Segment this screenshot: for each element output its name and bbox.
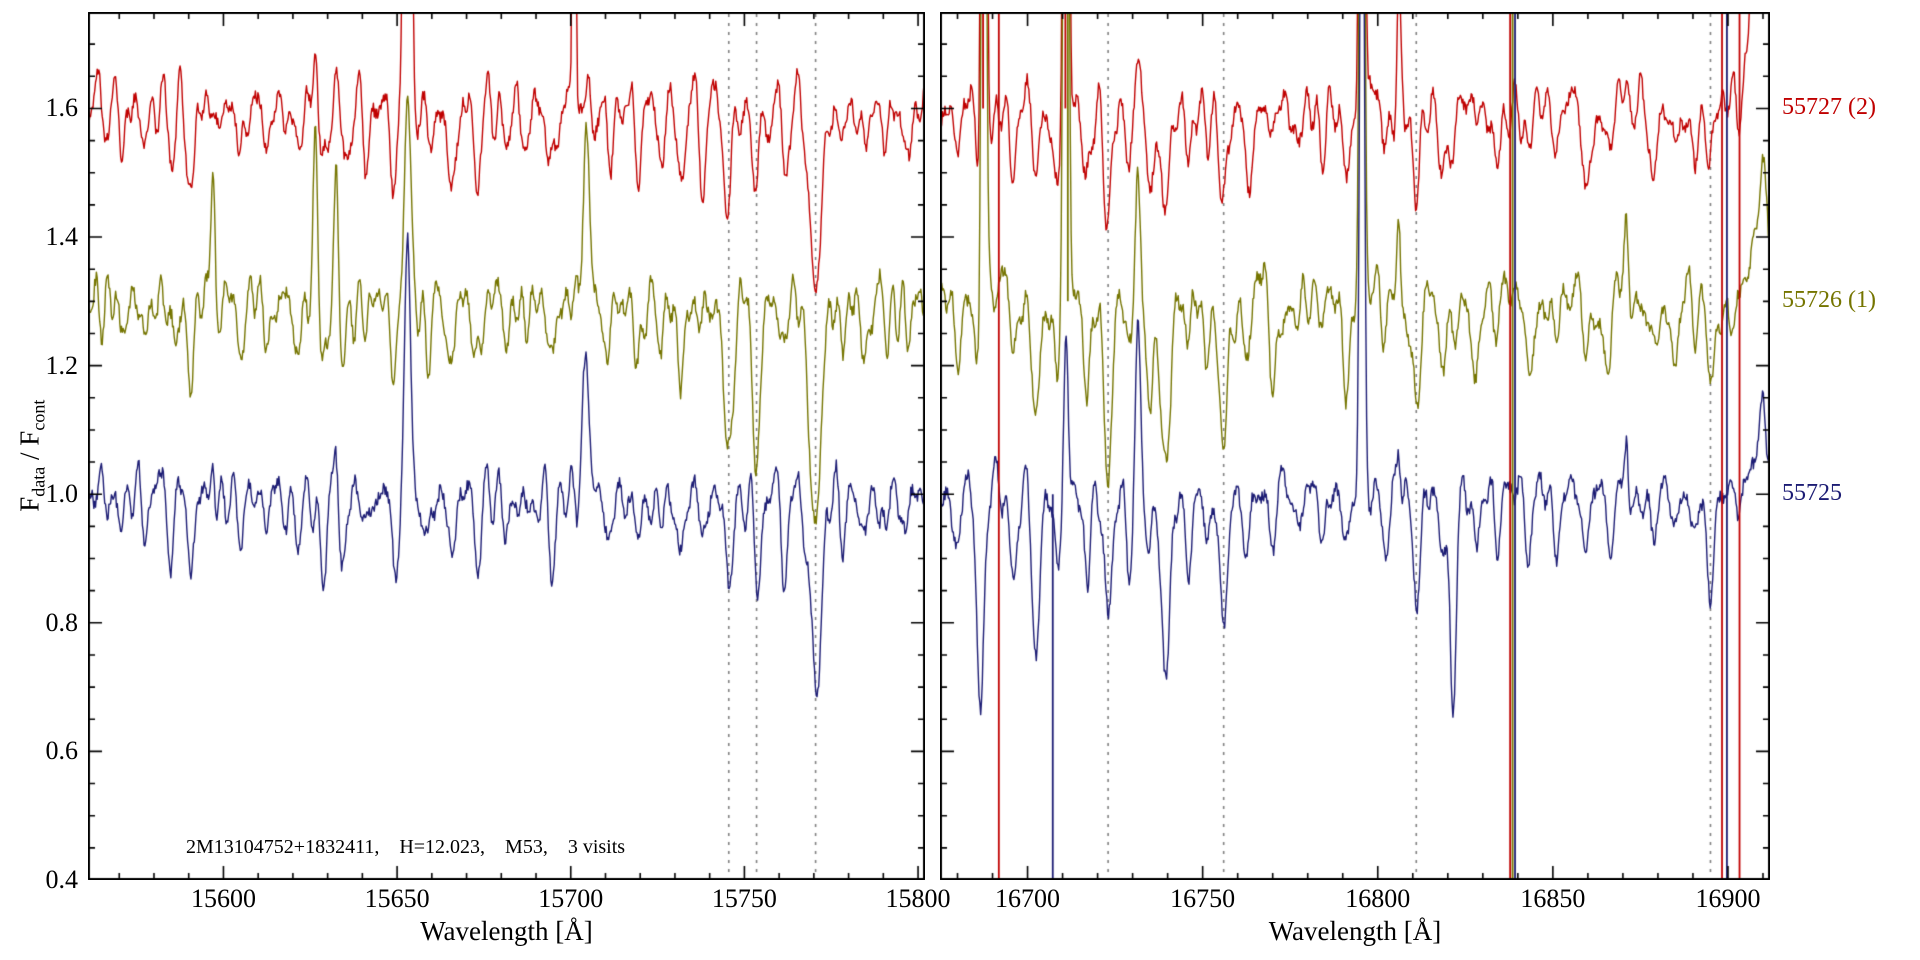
y-tick-label: 0.6 [45,736,79,766]
series-label-visit-55726: 55726 (1) [1782,287,1876,314]
x-tick-label: 16850 [1520,884,1586,913]
y-axis-label-f2: F [14,430,45,446]
y-tick-label: 1.6 [45,93,79,123]
series-label-visit-55727: 55727 (2) [1782,94,1876,121]
x-tick-label: 16800 [1345,884,1411,913]
x-axis-label-left: Wavelength [Å] [420,916,593,946]
y-tick-label: 1.0 [45,479,79,509]
y-axis-label-sub2: cont [28,399,49,431]
x-tick-label: 16900 [1695,884,1761,913]
y-tick-label: 0.4 [45,865,79,894]
x-tick-label: 15750 [711,884,777,913]
x-tick-label: 16750 [1170,884,1236,913]
x-axis-label-right: Wavelength [Å] [1268,916,1442,946]
y-tick-label: 1.2 [45,350,79,380]
left-panel-plot [88,12,925,880]
y-tick-label: 1.4 [45,222,79,252]
x-tick-label: 15600 [190,884,256,913]
series-label-visit-55725: 55725 [1782,480,1842,507]
y-tick-label: 0.8 [45,607,79,637]
target-annotation: 2M13104752+1832411, H=12.023, M53, 3 vis… [186,836,626,858]
x-tick-label: 16700 [995,884,1061,913]
x-tick-label: 15700 [538,884,604,913]
x-tick-label: 15800 [885,884,951,913]
x-tick-label: 15650 [364,884,430,913]
right-panel-plot [940,12,1770,880]
y-axis-label-mid: / [14,445,45,467]
